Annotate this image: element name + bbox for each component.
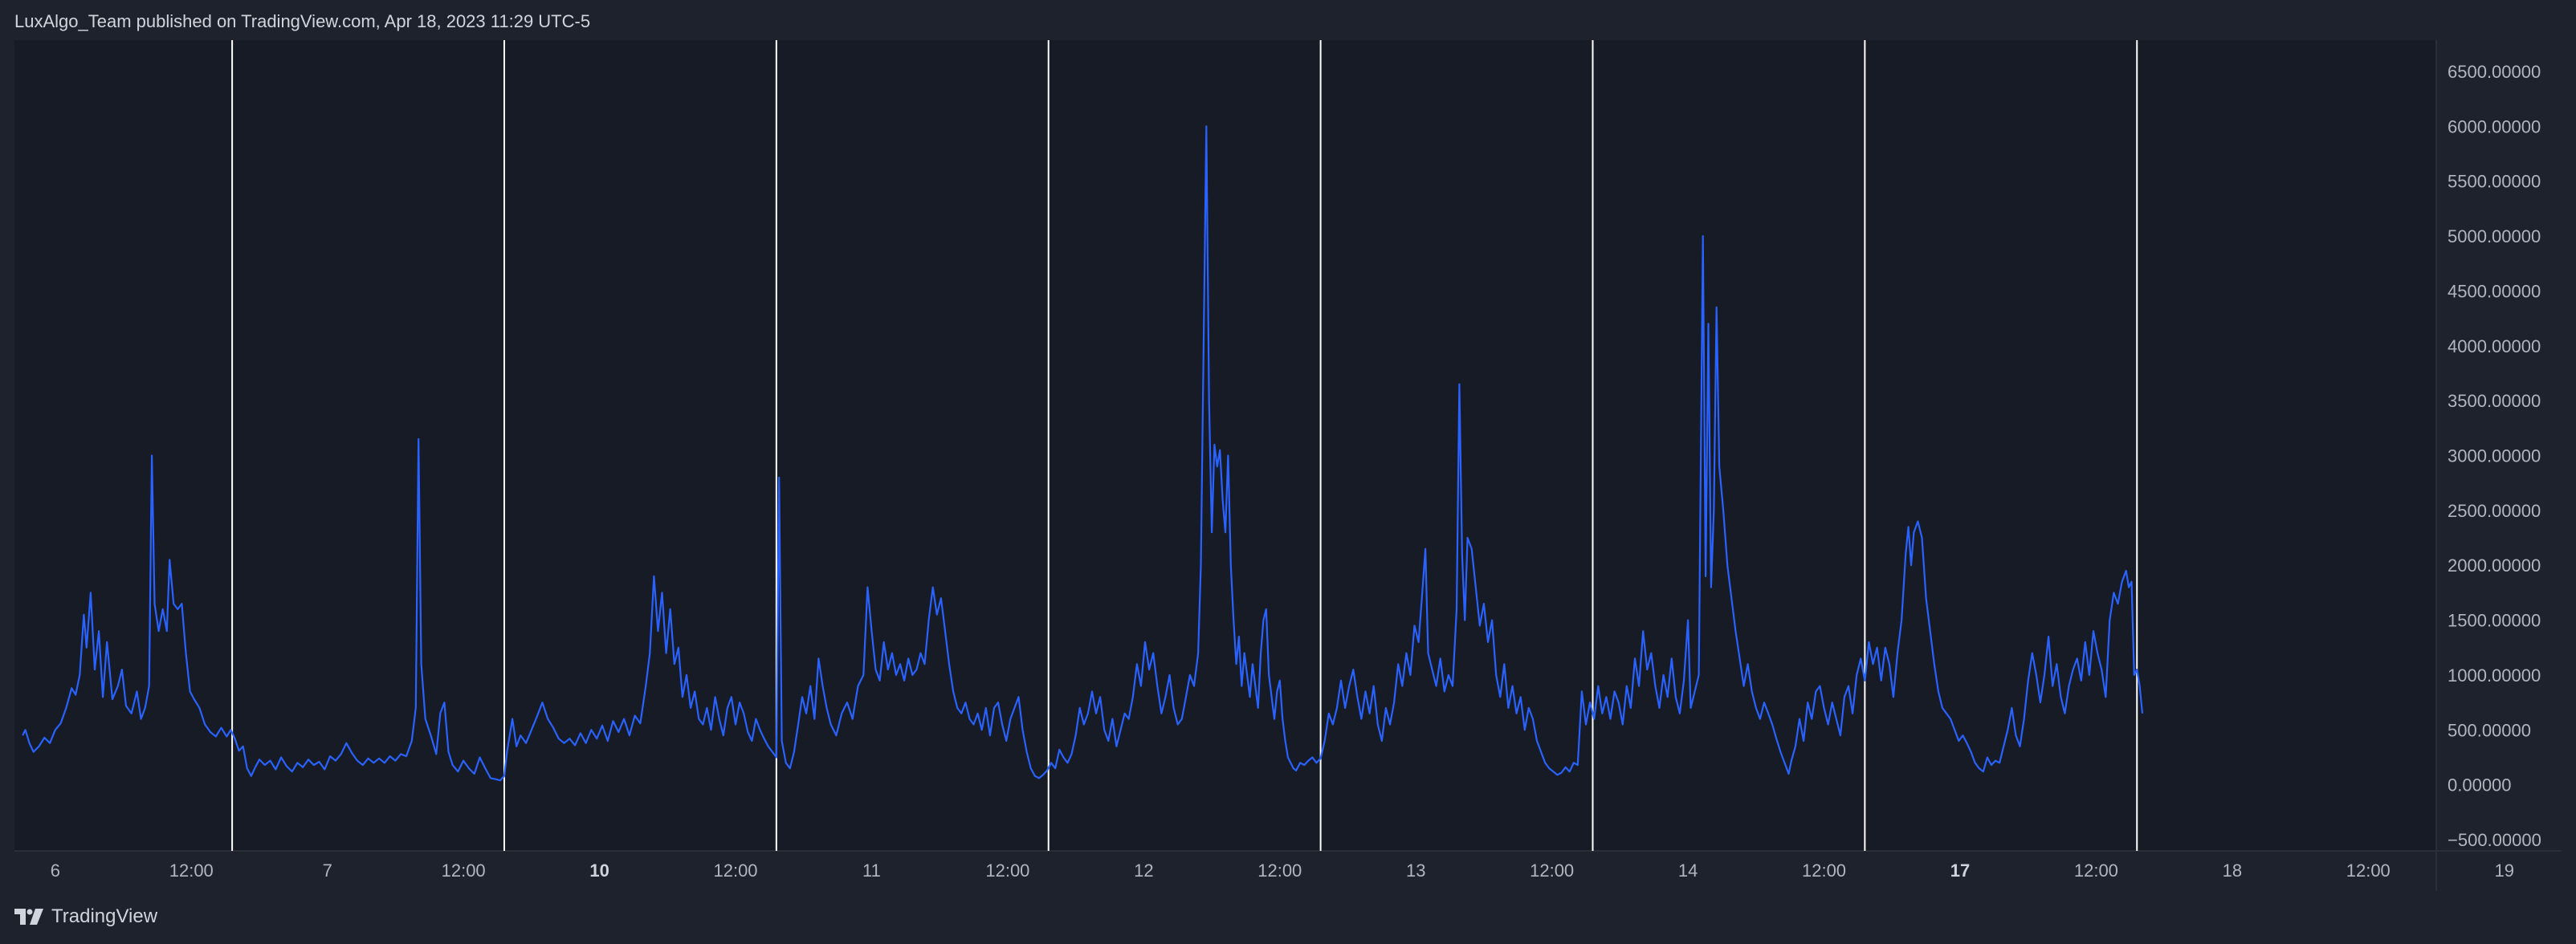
tradingview-brand: TradingView bbox=[51, 905, 158, 927]
tradingview-logo-icon bbox=[14, 909, 43, 925]
y-tick-label: 4000.00000 bbox=[2448, 336, 2541, 356]
x-tick-label: 17 bbox=[1950, 861, 1970, 881]
y-tick-label: 2500.00000 bbox=[2448, 501, 2541, 521]
x-tick-label: 12:00 bbox=[985, 861, 1029, 881]
x-tick-label: 12:00 bbox=[1530, 861, 1574, 881]
y-tick-label: 0.00000 bbox=[2448, 775, 2512, 795]
x-tick-label: 13 bbox=[1406, 861, 1425, 881]
chart-area[interactable]: −500.00000 0.00000 500.00000 1000.00000 1500… bbox=[14, 40, 2562, 891]
x-tick-label: 12:00 bbox=[169, 861, 214, 881]
x-tick-label: 12:00 bbox=[1802, 861, 1846, 881]
y-tick-label: 5500.00000 bbox=[2448, 172, 2541, 192]
x-tick-label: 10 bbox=[589, 861, 609, 881]
x-tick-label: 6 bbox=[51, 861, 60, 881]
x-tick-label: 12:00 bbox=[1257, 861, 1302, 881]
session-separators bbox=[231, 40, 2138, 851]
y-tick-label: 1000.00000 bbox=[2448, 665, 2541, 686]
x-tick-label: 18 bbox=[2223, 861, 2242, 881]
plot-background bbox=[14, 40, 2436, 851]
time-axis[interactable]: 6 12:00 7 12:00 10 12:00 11 12:00 12 12:00 13 12:00… bbox=[51, 861, 2514, 881]
y-tick-label: 1500.00000 bbox=[2448, 611, 2541, 631]
publish-info: LuxAlgo_Team published on TradingView.co… bbox=[14, 11, 591, 31]
tradingview-logo[interactable]: TradingView bbox=[14, 905, 157, 928]
x-tick-label: 7 bbox=[323, 861, 332, 881]
price-axis[interactable]: −500.00000 0.00000 500.00000 1000.00000 1500… bbox=[2448, 62, 2541, 850]
x-tick-label: 14 bbox=[1678, 861, 1698, 881]
y-tick-label: 6000.00000 bbox=[2448, 116, 2541, 136]
y-tick-label: 2000.00000 bbox=[2448, 555, 2541, 576]
y-tick-label: 4500.00000 bbox=[2448, 281, 2541, 301]
series-layer bbox=[22, 125, 2144, 782]
x-tick-label: 12 bbox=[1134, 861, 1153, 881]
y-tick-label: −500.00000 bbox=[2448, 830, 2541, 850]
x-tick-label: 12:00 bbox=[2346, 861, 2391, 881]
chart-svg: −500.00000 0.00000 500.00000 1000.00000 1500… bbox=[14, 40, 2562, 891]
series-line[interactable] bbox=[22, 125, 2144, 782]
y-tick-label: 3000.00000 bbox=[2448, 446, 2541, 466]
x-tick-label: 12:00 bbox=[2074, 861, 2118, 881]
x-tick-label: 12:00 bbox=[713, 861, 757, 881]
y-tick-label: 500.00000 bbox=[2448, 720, 2531, 740]
x-tick-label: 11 bbox=[862, 861, 881, 881]
y-tick-label: 6500.00000 bbox=[2448, 62, 2541, 82]
x-tick-label: 12:00 bbox=[442, 861, 486, 881]
y-tick-label: 3500.00000 bbox=[2448, 391, 2541, 411]
x-tick-label: 19 bbox=[2494, 861, 2513, 881]
y-tick-label: 5000.00000 bbox=[2448, 226, 2541, 246]
